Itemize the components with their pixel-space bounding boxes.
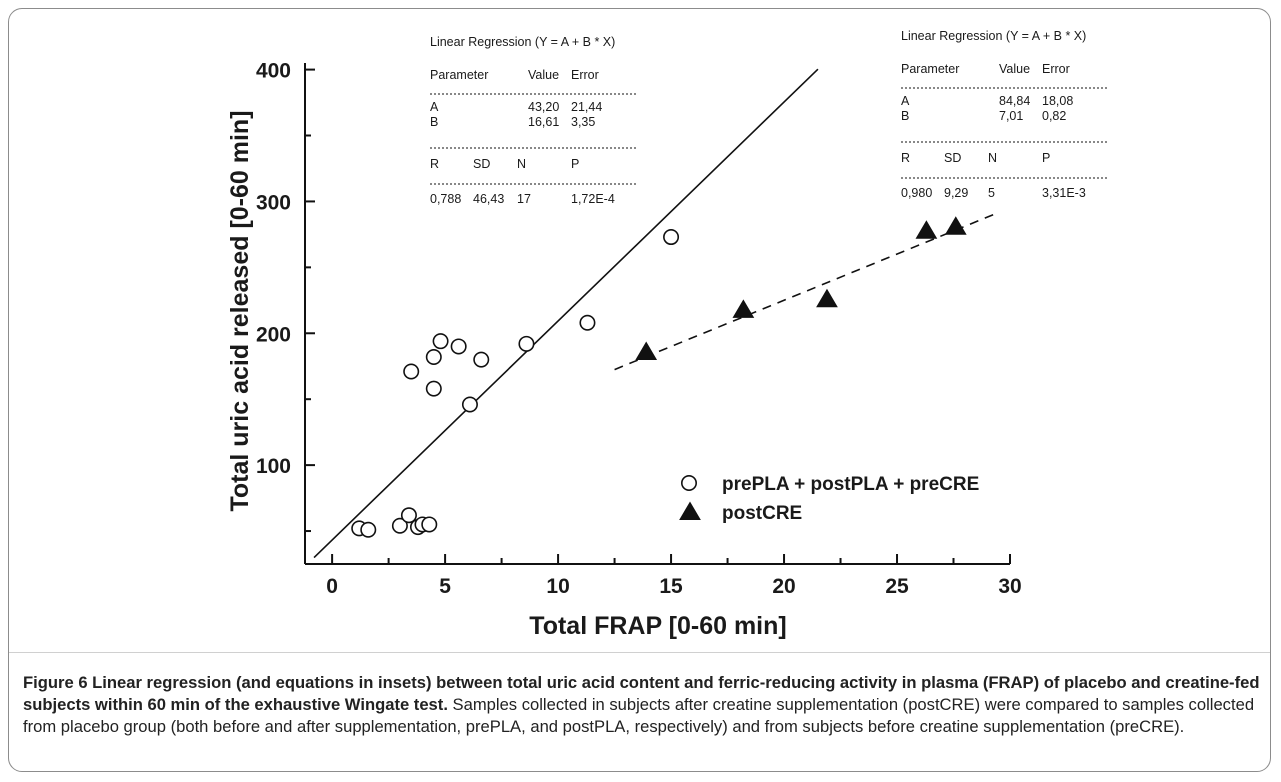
inset-stats-header: N (988, 151, 997, 165)
point-open-circle (579, 314, 596, 331)
point-filled-triangle (816, 288, 838, 308)
point-open-circle (425, 380, 442, 397)
regression-line-placebo (313, 68, 819, 559)
point-open-circle (391, 517, 408, 534)
x-tick-label: 0 (326, 575, 338, 598)
inset-param-cell: 16,61 (528, 115, 559, 129)
legend-triangle-icon (679, 501, 701, 520)
inset-param-cell: 18,08 (1042, 94, 1073, 108)
legend-circle-icon (680, 474, 697, 491)
y-tick-label: 400 (256, 60, 291, 83)
legend: prePLA + postPLA + preCRE postCRE (679, 474, 979, 524)
inset-stats-header: SD (473, 157, 490, 171)
y-tick-label: 100 (256, 455, 291, 478)
legend-label: postCRE (722, 503, 802, 524)
regression-lines (313, 68, 1000, 559)
y-axis-label: Total uric acid released [0-60 min] (226, 110, 254, 511)
point-open-circle (360, 521, 377, 538)
point-filled-triangle (944, 216, 967, 235)
axes: 100 200 300 400 0 5 10 15 20 25 30 (256, 60, 1022, 598)
point-open-circle (400, 507, 417, 524)
point-open-circle (425, 349, 442, 366)
point-filled-triangle (915, 220, 938, 239)
inset-stats-header: SD (944, 151, 961, 165)
regression-insets: Linear Regression (Y = A + B * X) Paramet… (430, 29, 1107, 206)
scatter-chart: 100 200 300 400 0 5 10 15 20 25 30 Linear Regressi… (226, 29, 1107, 640)
inset-stats-cell: 17 (517, 192, 531, 206)
inset-stats-header: R (901, 151, 910, 165)
inset-stats-header: P (571, 157, 579, 171)
x-tick-label: 25 (885, 575, 909, 598)
x-tick-label: 15 (659, 575, 683, 598)
inset-param-cell: 3,35 (571, 115, 595, 129)
inset-param-header: Value (999, 62, 1030, 76)
inset-param-header: Parameter (430, 68, 488, 82)
figure-caption: Figure 6 Linear regression (and equation… (23, 672, 1263, 738)
inset-stats-cell: 3,31E-3 (1042, 186, 1086, 200)
inset-param-cell: 43,20 (528, 100, 559, 114)
figure-frame (8, 8, 1271, 772)
inset-param-header: Parameter (901, 62, 959, 76)
point-open-circle (403, 363, 420, 380)
inset-stats-cell: 0,788 (430, 192, 461, 206)
inset-stats-cell: 46,43 (473, 192, 504, 206)
point-open-circle (518, 335, 535, 352)
inset-param-header: Error (1042, 62, 1070, 76)
x-tick-label: 30 (998, 575, 1021, 598)
inset-param-cell: 7,01 (999, 109, 1023, 123)
point-open-circle (473, 351, 490, 368)
regression-line-postcre (614, 211, 1000, 371)
caption-title: Figure 6 Linear regression (and equation… (23, 673, 1260, 714)
inset-title: Linear Regression (Y = A + B * X) (430, 35, 615, 49)
x-tick-label: 5 (439, 575, 451, 598)
inset-stats-cell: 0,980 (901, 186, 932, 200)
inset-param-cell: A (901, 94, 910, 108)
x-axis-label: Total FRAP [0-60 min] (529, 612, 786, 640)
y-tick-label: 200 (256, 323, 291, 346)
point-open-circle (432, 333, 449, 350)
inset-title: Linear Regression (Y = A + B * X) (901, 29, 1086, 43)
inset-postcre: Linear Regression (Y = A + B * X) Paramet… (901, 29, 1107, 200)
x-tick-label: 20 (772, 575, 795, 598)
point-open-circle (461, 396, 478, 413)
inset-param-header: Error (571, 68, 599, 82)
point-filled-triangle (732, 299, 755, 318)
inset-stats-cell: 5 (988, 186, 995, 200)
inset-param-cell: B (901, 109, 909, 123)
data-points (351, 216, 967, 538)
inset-placebo: Linear Regression (Y = A + B * X) Paramet… (430, 35, 636, 206)
legend-label: prePLA + postPLA + preCRE (722, 474, 979, 495)
inset-stats-header: P (1042, 151, 1050, 165)
inset-param-cell: B (430, 115, 438, 129)
point-open-circle (421, 516, 438, 533)
x-tick-label: 10 (546, 575, 569, 598)
caption-divider (9, 652, 1270, 653)
inset-param-cell: A (430, 100, 439, 114)
inset-stats-header: N (517, 157, 526, 171)
point-open-circle (450, 338, 467, 355)
y-tick-label: 300 (256, 191, 291, 214)
inset-param-header: Value (528, 68, 559, 82)
point-filled-triangle (635, 341, 658, 361)
inset-stats-cell: 9,29 (944, 186, 968, 200)
inset-stats-cell: 1,72E-4 (571, 192, 615, 206)
inset-param-cell: 0,82 (1042, 109, 1066, 123)
inset-param-cell: 84,84 (999, 94, 1030, 108)
inset-param-cell: 21,44 (571, 100, 602, 114)
point-open-circle (663, 229, 680, 246)
inset-stats-header: R (430, 157, 439, 171)
caption-text: Samples collected in subjects after crea… (23, 695, 1255, 736)
